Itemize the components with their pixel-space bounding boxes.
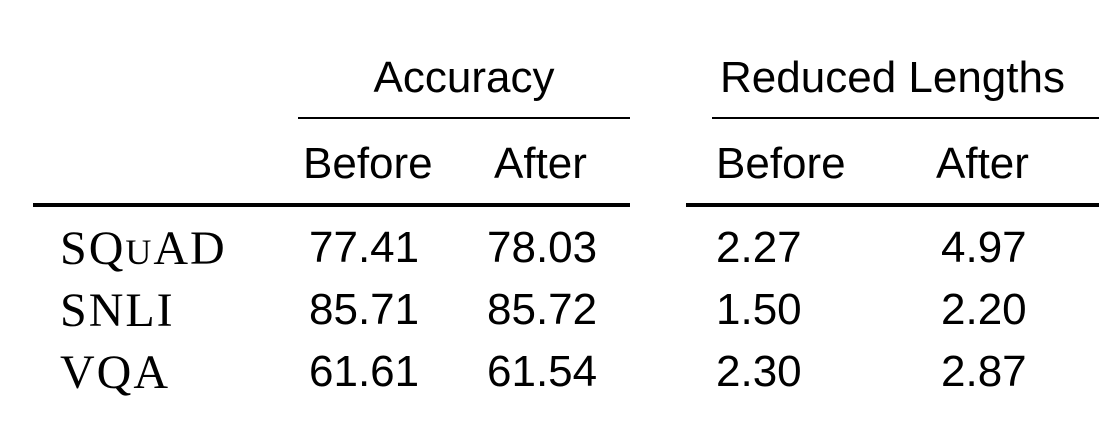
row-label-squad-smallcaps: U [125,232,154,272]
row-label-squad: SQUAD [60,225,227,273]
row-label-squad-tail: AD [153,222,227,275]
cell-squad-accuracy-after: 78.03 [487,223,598,272]
group-header-accuracy: Accuracy [373,53,555,102]
header-rule-left [33,203,630,207]
cell-squad-lengths-before: 2.27 [716,223,802,272]
subheader-accuracy-after: After [494,139,587,188]
cell-vqa-lengths-after: 2.87 [941,347,1027,396]
cell-vqa-accuracy-before: 61.61 [309,347,420,396]
row-label-vqa: VQA [60,346,170,399]
cell-squad-lengths-after: 4.97 [941,223,1027,272]
subheader-lengths-before: Before [716,139,846,188]
subheader-accuracy-before: Before [303,139,433,188]
subheader-lengths-after: After [936,139,1029,188]
cell-vqa-lengths-before: 2.30 [716,347,802,396]
group-rule-accuracy [298,117,630,119]
row-label-snli: SNLI [60,284,175,337]
cell-squad-accuracy-before: 77.41 [309,223,420,272]
group-rule-reduced-lengths [712,117,1099,119]
cell-snli-accuracy-before: 85.71 [309,285,420,334]
header-rule-right [686,203,1099,207]
group-header-reduced-lengths: Reduced Lengths [720,53,1065,102]
row-label-squad-main: SQ [60,222,126,275]
cell-snli-lengths-before: 1.50 [716,285,802,334]
cell-vqa-accuracy-after: 61.54 [487,347,598,396]
cell-snli-lengths-after: 2.20 [941,285,1027,334]
cell-snli-accuracy-after: 85.72 [487,285,598,334]
